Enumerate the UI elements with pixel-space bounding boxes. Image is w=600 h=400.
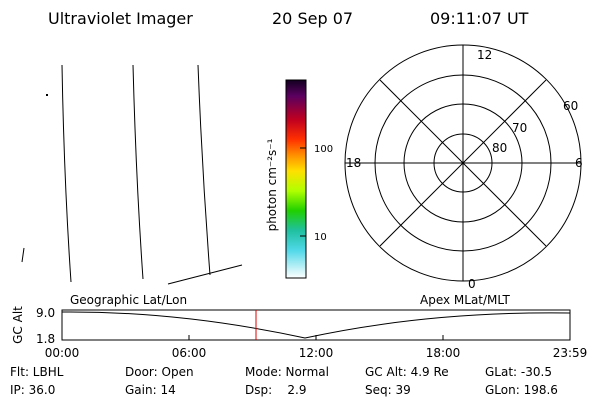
x-tick-label: 23:59 [553, 346, 588, 360]
lat-label: 80 [492, 141, 507, 155]
mlt-label: 6 [575, 156, 583, 170]
status-field: Dsp: 2.9 [245, 383, 307, 397]
mlt-label: 0 [468, 277, 476, 291]
grid-arc [197, 64, 211, 276]
plot-label: Apex MLat/MLT [420, 293, 510, 307]
grid-arc [61, 64, 72, 283]
x-tick-label: 06:00 [172, 346, 207, 360]
status-field: GLon: 198.6 [485, 383, 558, 397]
status-field: Mode: Normal [245, 365, 329, 379]
x-tick-label: 12:00 [299, 346, 334, 360]
status-field: GLat: -30.5 [485, 365, 552, 379]
date: 20 Sep 07 [272, 9, 353, 28]
status-field: Flt: LBHL [10, 365, 64, 379]
status: Flt: LBHL Door: Open Mode: Normal GC Alt: 4… [10, 365, 558, 397]
status-field: Seq: 39 [365, 383, 411, 397]
lat-label: 70 [512, 121, 527, 135]
image-panel [21, 64, 243, 285]
grid-arc [132, 64, 144, 280]
plot-label: Geographic Lat/Lon [70, 293, 187, 307]
mlt-line [379, 79, 547, 247]
status-field: IP: 36.0 [10, 383, 55, 397]
y-label: GC Alt [11, 306, 25, 344]
mlt-label: 18 [346, 156, 361, 170]
status-field: GC Alt: 4.9 Re [365, 365, 449, 379]
status-field: Gain: 14 [125, 383, 176, 397]
status-field: Door: Open [125, 365, 194, 379]
y-tick-label: 9.0 [36, 306, 55, 320]
y-tick-label: 1.8 [36, 332, 55, 346]
colorbar-tick-label: 10 [314, 232, 327, 243]
lat-label: 60 [563, 99, 578, 113]
x-tick-label: 00:00 [45, 346, 80, 360]
pixel [46, 94, 48, 96]
mlt-label: 12 [477, 48, 492, 62]
grid-arc [167, 264, 243, 285]
altitude-plot: Geographic Lat/Lon Apex MLat/MLT GC Alt … [11, 293, 587, 360]
x-ticks: 00:00 06:00 12:00 18:00 23:59 [45, 335, 588, 360]
polar-plot: 12 18 6 0 60 70 80 [344, 44, 583, 291]
colorbar-tick-label: 100 [314, 144, 333, 155]
instrument: Ultraviolet Imager [48, 9, 193, 28]
grid-arc [21, 247, 25, 263]
time: 09:11:07 UT [430, 9, 529, 28]
colorbar-label: photon cm⁻²s⁻¹ [265, 138, 279, 231]
colorbar [285, 79, 307, 279]
altitude-curve [61, 311, 571, 339]
x-tick-label: 18:00 [426, 346, 461, 360]
